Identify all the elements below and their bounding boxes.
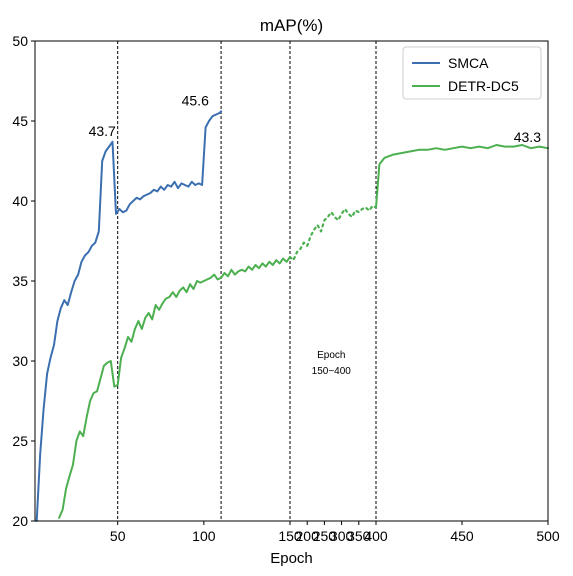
- series-line-1: [58, 256, 291, 519]
- legend-label-1: DETR-DC5: [448, 78, 519, 94]
- series-line-0: [35, 110, 223, 522]
- y-tick-label: 30: [12, 353, 28, 369]
- series-line-2: [288, 204, 378, 262]
- legend: SMCA DETR-DC5: [402, 46, 542, 100]
- annotation-2: 43.3: [514, 129, 541, 145]
- y-tick-label: 20: [12, 513, 28, 529]
- y-tick-label: 40: [12, 193, 28, 209]
- x-tick-label: 100: [192, 528, 216, 544]
- y-tick-label: 45: [12, 113, 28, 129]
- x-tick-label: 50: [110, 528, 126, 544]
- annotation-4: 150~400: [312, 366, 352, 377]
- x-tick-label: 450: [450, 528, 474, 544]
- x-tick-label: 350: [347, 528, 371, 544]
- legend-label-0: SMCA: [448, 55, 489, 71]
- x-tick-label: 500: [536, 528, 560, 544]
- y-tick-label: 50: [12, 33, 28, 49]
- x-tick-label: 300: [330, 528, 354, 544]
- y-tick-label: 25: [12, 433, 28, 449]
- annotation-1: 45.6: [182, 92, 209, 108]
- x-tick-label: 250: [313, 528, 337, 544]
- annotation-3: Epoch: [317, 350, 345, 361]
- x-tick-label: 400: [364, 528, 388, 544]
- axes-frame: [34, 40, 549, 522]
- y-tick-label: 35: [12, 273, 28, 289]
- x-axis-label: Epoch: [270, 550, 313, 567]
- annotation-0: 43.7: [89, 123, 116, 139]
- series-line-3: [375, 144, 549, 209]
- x-tick-label: 150: [278, 528, 302, 544]
- chart-title: mAP(%): [260, 16, 323, 35]
- x-tick-label: 200: [296, 528, 320, 544]
